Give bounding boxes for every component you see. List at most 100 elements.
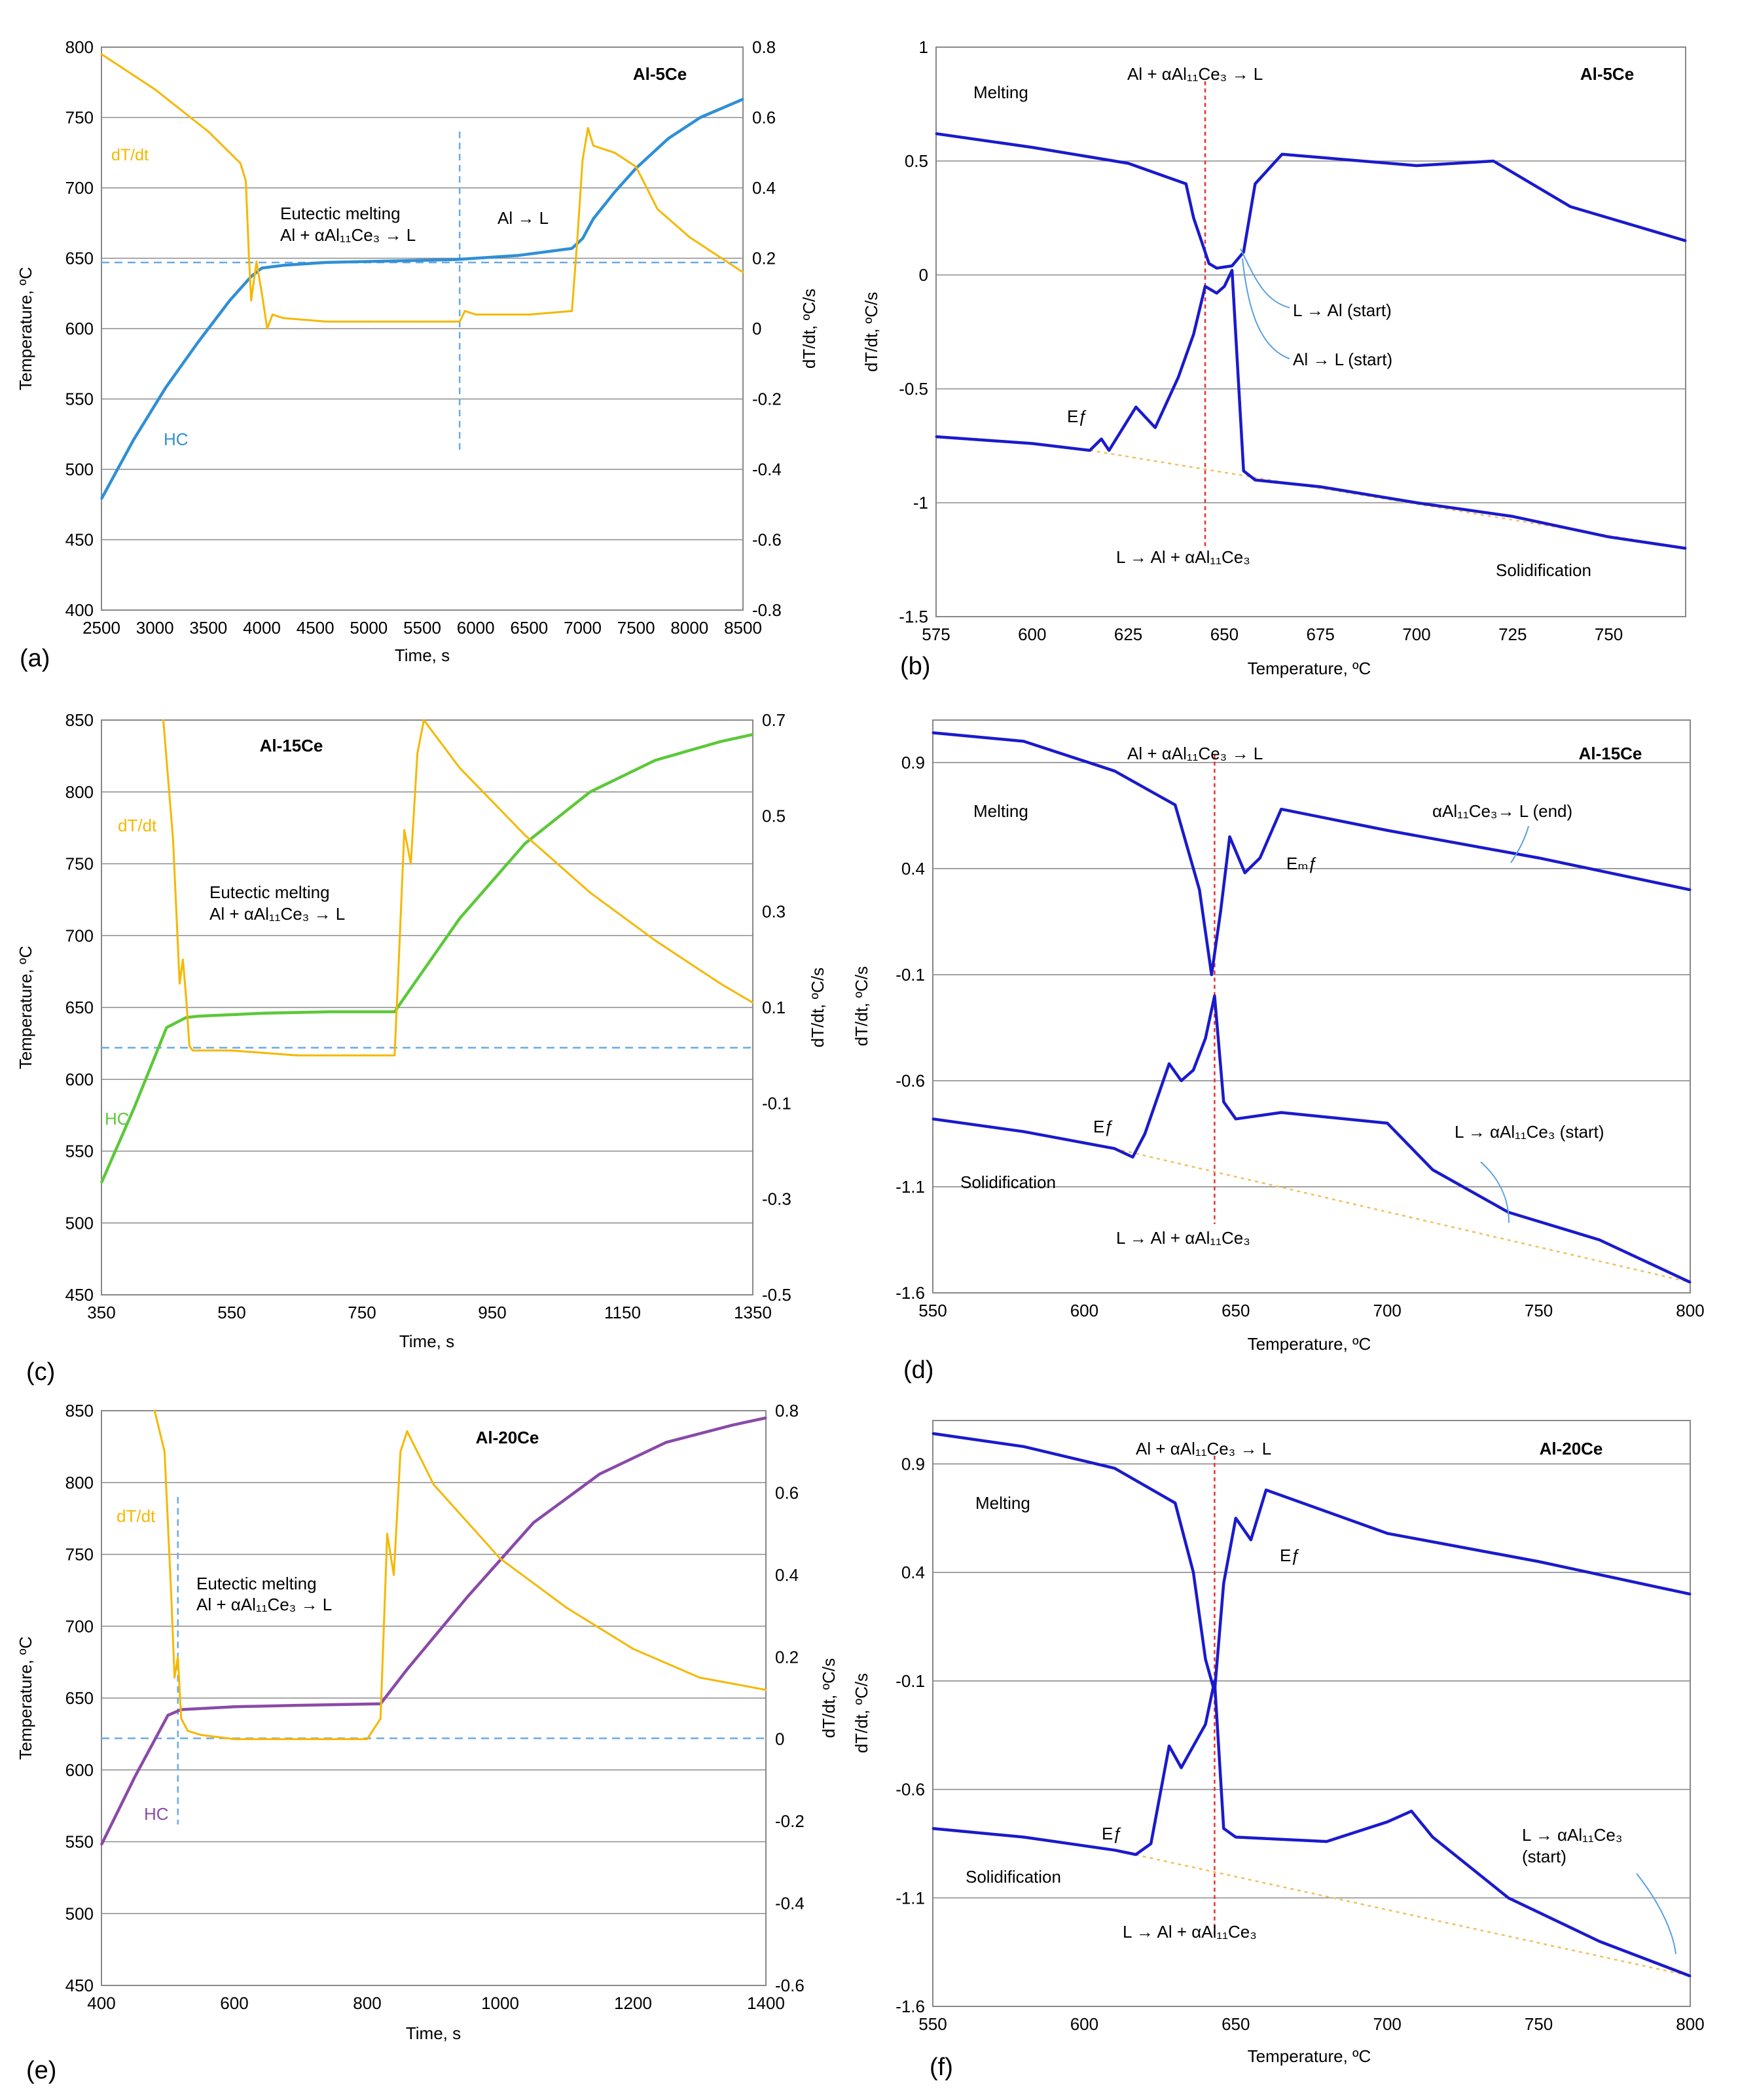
panel-c-series-dt-dt-point <box>198 1049 200 1052</box>
panel-c-ytick-label: 650 <box>65 998 94 1017</box>
panel-d-pointer-end <box>1510 825 1529 863</box>
panel-e-y2tick-label: 0.2 <box>775 1647 799 1667</box>
panel-e-series-dt-dt-point <box>200 1733 202 1736</box>
panel-d-series-melting-point <box>1220 910 1222 913</box>
panel-f-series-melting-point <box>932 1432 934 1435</box>
panel-f-series-melting-point <box>1023 1445 1025 1448</box>
panel-a-series-dt-dt-point <box>592 145 594 147</box>
panel-b-series-solidification-point <box>1242 469 1245 472</box>
panel-a-xtick-label: 4500 <box>297 618 335 638</box>
panel-d-xtick-label: 800 <box>1676 1301 1704 1320</box>
panel-b-series-melting-point <box>1200 240 1203 242</box>
panel-b-series-solidification-point <box>1192 333 1195 335</box>
panel-d-xtick-label: 600 <box>1070 1301 1098 1320</box>
panel-e-y2tick-label: -0.2 <box>775 1811 805 1831</box>
panel-a-series-hc-point <box>261 267 263 270</box>
panel-d-annot-reaction: Al + αAl₁₁Ce₃ → L <box>1127 744 1263 763</box>
panel-a-ytick-label: 500 <box>65 460 94 479</box>
panel-c-series-dt-dt-point <box>230 1049 233 1052</box>
panel-e-y2tick-label: -0.4 <box>775 1894 805 1913</box>
panel-d-series <box>932 731 1692 1284</box>
panel-b-series-solidification-point <box>1108 449 1110 452</box>
panel-f-annot-l-phase: L → αAl₁₁Ce₃ <box>1522 1825 1622 1845</box>
panel-a-y2tick-label: -0.6 <box>752 530 782 550</box>
panel-f-xtick-label: 650 <box>1222 2014 1250 2034</box>
panel-d-ytick-label: 0.4 <box>901 859 925 878</box>
panel-f-pointer-start <box>1636 1873 1676 1955</box>
panel-e-y2ticks: -0.6 -0.4 -0.2 0 0.2 0.4 0.6 0.8 <box>775 1401 805 1995</box>
panel-c-series-dt-dt-point <box>296 1054 298 1057</box>
panel-c-series-dt-dt-point <box>719 982 721 985</box>
panel-a-xtick-label: 6500 <box>510 618 548 638</box>
panel-a-chart: 2500 3000 3500 4000 4500 5000 5500 6000 6500 7000… <box>16 37 819 672</box>
panel-a-series-dt-dt-point <box>742 271 744 274</box>
panel-a-ytick-label: 550 <box>65 389 94 409</box>
panel-a-xticks: 2500 3000 3500 4000 4500 5000 5500 6000 6500 7000… <box>82 618 762 638</box>
panel-e-series-dt-dt-point <box>163 1451 166 1453</box>
panel-d-series-solidification-point <box>1192 1069 1195 1072</box>
panel-c-series-hc-point <box>719 740 721 743</box>
panel-a-series-hc-point <box>389 260 391 262</box>
panel-f-ytick-label: 0.9 <box>901 1454 925 1474</box>
panel-c-series-dt-dt-point <box>393 1054 396 1057</box>
panel-f-xtick-label: 550 <box>918 2014 947 2034</box>
panel-a-ylabel: Temperature, ºC <box>16 267 35 391</box>
panel-a-y2tick-label: 0.6 <box>752 108 776 128</box>
panel-e-series-dt-dt-point <box>765 1688 767 1691</box>
panel-d-series-solidification-point <box>1689 1281 1692 1284</box>
panel-f-ytick-label: -0.1 <box>896 1671 925 1691</box>
panel-c-y2tick-label: 0.3 <box>762 902 786 922</box>
panel-f-series-solidification-point <box>1204 1723 1207 1726</box>
panel-b-series-melting-point <box>1185 183 1187 185</box>
panel-d-xtick-label: 750 <box>1525 1301 1553 1320</box>
panel-f-series-melting-point <box>1204 1658 1207 1661</box>
panel-b-annot-solidification: Solidification <box>1496 560 1591 580</box>
panel-a-series-hc-point <box>571 247 573 249</box>
panel-c-series-dt-dt-point <box>410 863 412 865</box>
panel-a-y2tick-label: 0.8 <box>752 37 776 57</box>
panel-c-y2tick-label: -0.1 <box>762 1093 791 1113</box>
panel-c-xtick-label: 350 <box>87 1303 115 1322</box>
panel-d-series-solidification-point <box>1386 1122 1388 1125</box>
panel-b-series-melting-point <box>1127 162 1130 164</box>
panel-a-series-dt-dt-point <box>528 314 530 316</box>
panel-d-ylabel: dT/dt, ºC/s <box>852 966 871 1046</box>
panel-e-xtick-label: 800 <box>353 1993 381 2013</box>
panel-f-series-melting-point <box>1174 1502 1176 1504</box>
panel-e-xticks: 400 600 800 1000 1200 1400 <box>87 1993 785 2013</box>
panel-e-series-dt-dt-point <box>366 1738 369 1741</box>
panel-b-xlabel: Temperature, ºC <box>1248 659 1371 678</box>
panel-e-annot-eutectic: Eutectic melting <box>196 1574 317 1593</box>
panel-a-label: (a) <box>20 645 50 672</box>
panel-f-annot-solid-reaction: L → Al + αAl₁₁Ce₃ <box>1123 1922 1257 1942</box>
panel-b-series <box>935 132 1687 550</box>
panel-f-solid-baseline <box>1114 1849 1691 1977</box>
panel-c-xtick-label: 1350 <box>734 1303 772 1322</box>
panel-b-annot-ef: Eƒ <box>1067 407 1088 426</box>
panel-d-series-melting-point <box>1113 770 1116 772</box>
panel-f-series-melting-point <box>1386 1532 1388 1534</box>
panel-d-xtick-label: 700 <box>1373 1301 1402 1320</box>
panel-c-series-hc <box>100 733 753 1184</box>
panel-c-ytick-label: 600 <box>65 1070 94 1089</box>
panel-f-series-solidification-point <box>1150 1842 1152 1845</box>
panel-c-series-dt-dt-point <box>403 829 406 831</box>
panel-d-gridlines <box>933 762 1690 1294</box>
panel-b-series-melting-point <box>1492 160 1494 162</box>
panel-e-annot-reaction: Al + αAl₁₁Ce₃ → L <box>196 1595 332 1614</box>
panel-a-series-dt-dt-point <box>367 320 370 323</box>
panel-f-xtick-label: 750 <box>1525 2014 1553 2034</box>
panel-f-xlabel: Temperature, ºC <box>1248 2046 1371 2066</box>
panel-b-series-melting-point <box>1415 164 1418 167</box>
panel-a-y2tick-label: 0.2 <box>752 249 776 268</box>
panel-f-ytick-label: -1.1 <box>896 1888 925 1908</box>
panel-a-series-hc-point <box>742 98 744 101</box>
panel-c-xtick-label: 950 <box>478 1303 506 1322</box>
panel-e-series-dt-dt-point <box>433 1483 435 1486</box>
panel-a-series-hc <box>100 98 744 500</box>
panel-c-series-hc-point <box>751 733 754 736</box>
panel-e-xlabel: Time, s <box>406 2023 461 2043</box>
panel-f-annot-melting: Melting <box>975 1493 1030 1513</box>
panel-c-series-hc-point <box>328 1011 331 1013</box>
panel-a-ytick-label: 450 <box>65 530 94 550</box>
